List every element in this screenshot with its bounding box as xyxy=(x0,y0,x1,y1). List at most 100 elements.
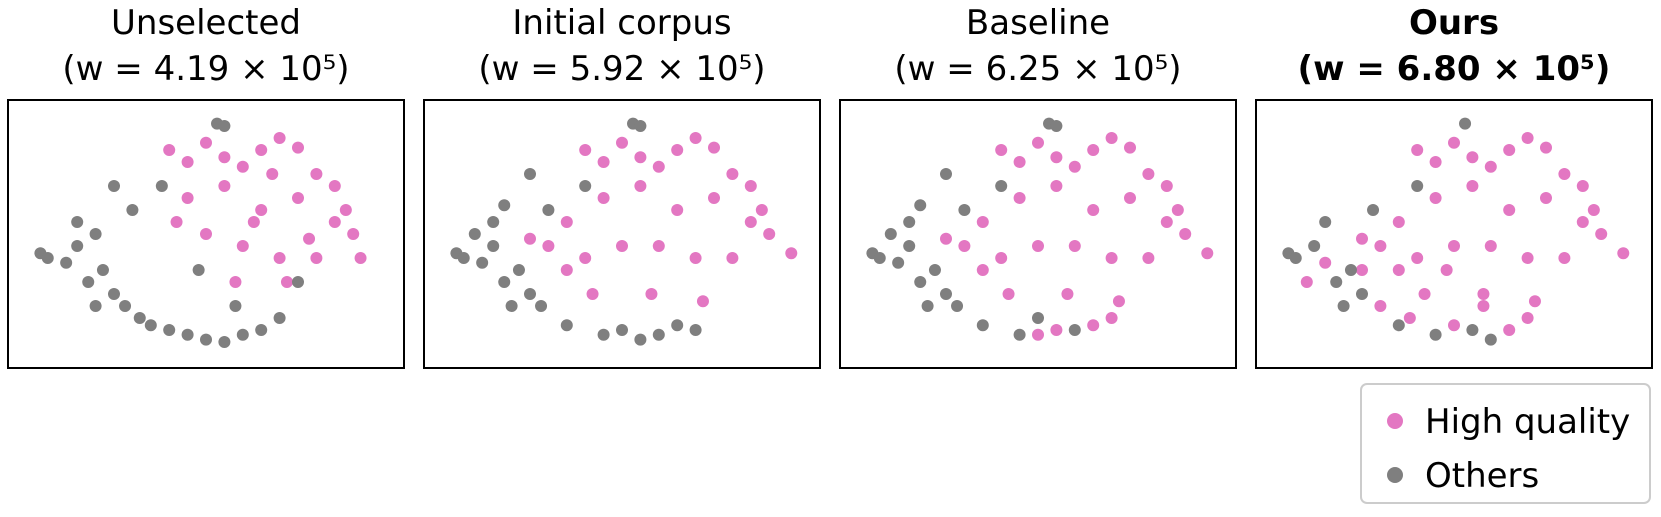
point xyxy=(1528,295,1541,308)
point xyxy=(1319,216,1332,228)
point xyxy=(1032,328,1044,341)
point xyxy=(1484,240,1497,252)
point xyxy=(218,151,231,164)
legend-marker xyxy=(1387,467,1403,483)
point xyxy=(273,312,286,324)
panel-subtitle: (w = 6.80 × 10⁵) xyxy=(1298,49,1611,89)
point xyxy=(1142,252,1155,264)
point xyxy=(645,288,658,300)
point xyxy=(1459,117,1472,130)
point xyxy=(192,264,205,276)
point xyxy=(1503,144,1516,156)
panel-title: Unselected xyxy=(111,3,301,43)
point xyxy=(347,228,360,240)
point xyxy=(892,256,905,269)
point xyxy=(1540,141,1552,154)
point xyxy=(108,180,120,192)
point xyxy=(163,144,176,156)
point xyxy=(255,144,268,156)
point xyxy=(457,252,470,264)
point xyxy=(940,168,952,180)
point xyxy=(1105,252,1118,264)
plot-frame xyxy=(7,99,405,369)
point xyxy=(1201,247,1214,260)
point xyxy=(1124,141,1136,154)
point xyxy=(255,324,268,336)
point xyxy=(273,132,286,144)
point xyxy=(1087,204,1100,216)
point xyxy=(616,240,628,252)
point xyxy=(542,204,555,216)
point xyxy=(1429,328,1442,341)
point xyxy=(1337,300,1350,312)
point xyxy=(1587,204,1600,216)
point xyxy=(535,300,548,312)
point xyxy=(1392,264,1405,276)
point xyxy=(744,180,757,192)
point xyxy=(1466,180,1479,192)
point xyxy=(1087,144,1100,156)
point xyxy=(1429,192,1442,204)
point xyxy=(579,180,592,192)
point xyxy=(1503,204,1516,216)
point xyxy=(505,300,518,312)
point xyxy=(229,300,242,312)
point xyxy=(96,264,109,276)
point xyxy=(218,336,231,348)
point xyxy=(1448,319,1460,332)
point xyxy=(763,228,776,240)
point xyxy=(1160,216,1173,228)
point xyxy=(1356,288,1368,300)
point xyxy=(1013,328,1026,341)
point xyxy=(1013,192,1026,204)
point xyxy=(634,333,647,346)
point xyxy=(616,136,628,149)
point xyxy=(940,232,952,245)
point xyxy=(1374,300,1387,312)
point xyxy=(708,141,720,154)
point xyxy=(266,168,279,180)
point xyxy=(671,204,684,216)
legend-box xyxy=(1360,383,1651,504)
point xyxy=(1142,168,1155,180)
point xyxy=(755,204,768,216)
point xyxy=(1440,264,1453,276)
point xyxy=(218,180,231,192)
point xyxy=(1466,324,1479,336)
point xyxy=(1068,324,1081,336)
panel-subtitle: (w = 5.92 × 10⁵) xyxy=(478,49,765,89)
point xyxy=(689,132,702,144)
point xyxy=(597,156,610,168)
point xyxy=(89,228,102,240)
point xyxy=(303,232,316,245)
point xyxy=(1503,324,1516,336)
point xyxy=(726,252,739,264)
point xyxy=(292,141,304,154)
point xyxy=(1540,192,1552,204)
point xyxy=(255,204,268,216)
point xyxy=(1300,276,1313,288)
point xyxy=(126,204,139,216)
point xyxy=(689,252,702,264)
point xyxy=(1466,151,1479,164)
point xyxy=(1032,240,1044,252)
point xyxy=(487,240,500,252)
point xyxy=(1374,240,1387,252)
point xyxy=(785,247,798,260)
panel-subtitle: (w = 6.25 × 10⁵) xyxy=(894,49,1181,89)
point xyxy=(108,288,120,300)
point xyxy=(71,240,84,252)
point xyxy=(236,328,249,341)
point xyxy=(903,216,916,228)
point xyxy=(1576,180,1589,192)
point xyxy=(958,204,971,216)
point xyxy=(41,252,54,264)
point xyxy=(696,295,709,308)
point xyxy=(1061,288,1074,300)
point xyxy=(976,216,989,228)
point xyxy=(181,156,194,168)
point xyxy=(652,240,665,252)
panel-subtitle: (w = 4.19 × 10⁵) xyxy=(62,49,349,89)
point xyxy=(873,252,886,264)
